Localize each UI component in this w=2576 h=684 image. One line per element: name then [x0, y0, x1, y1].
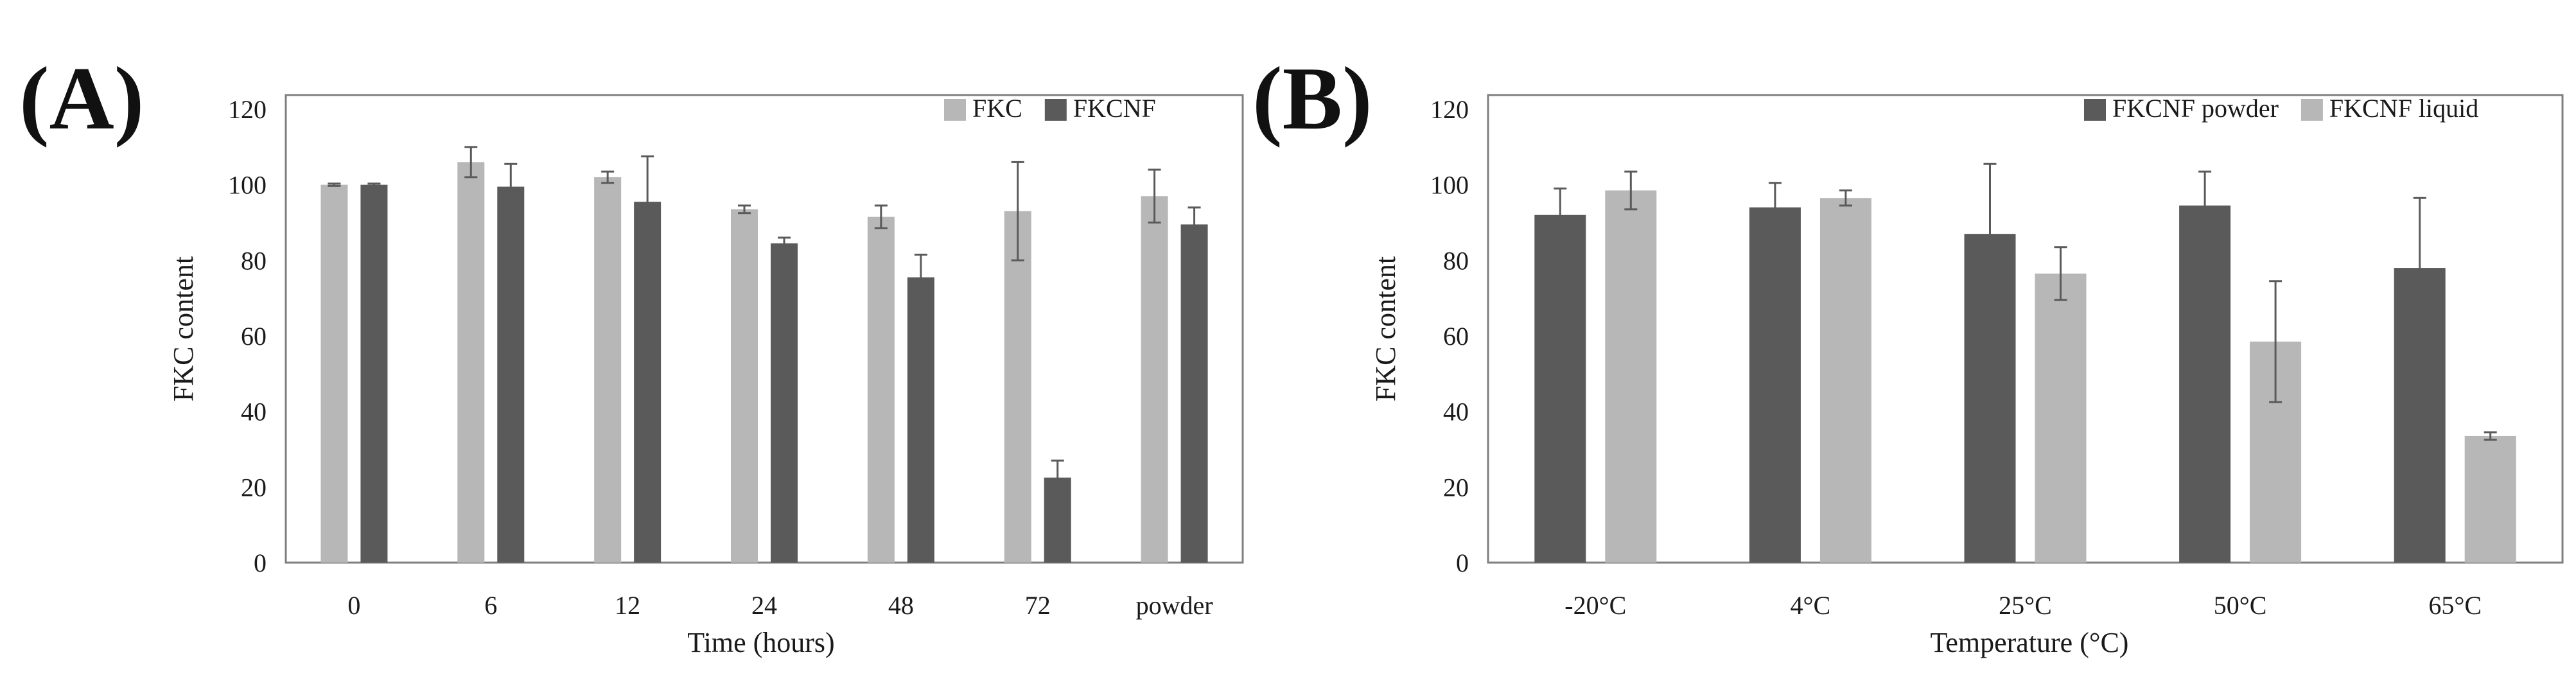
- panel-a-legend: FKC FKCNF: [944, 94, 1156, 123]
- bar-fkcnf: [634, 202, 662, 563]
- bar-fkcnf-liquid: [1605, 190, 1657, 563]
- y-tick-label: 60: [1443, 322, 1469, 351]
- panel-a-plot-frame: [285, 94, 1244, 564]
- panel-a-bars: [320, 146, 1208, 563]
- bar-fkcnf: [907, 277, 934, 563]
- panel-a-x-axis-label: Time (hours): [687, 627, 834, 658]
- bar-fkcnf-liquid: [2035, 273, 2087, 563]
- panel-a-y-axis-label: FKC content: [168, 256, 199, 401]
- y-tick-label: 100: [1430, 171, 1469, 200]
- bar-fkcnf-powder: [2179, 206, 2231, 563]
- bar-fkc: [457, 162, 485, 563]
- y-tick-label: 0: [1456, 548, 1469, 577]
- bar-fkcnf: [360, 184, 388, 563]
- legend-swatch: [944, 99, 966, 121]
- legend-swatch: [2084, 99, 2106, 121]
- x-tick-label: 25°C: [1999, 591, 2052, 620]
- legend-label: FKC: [972, 94, 1022, 123]
- legend-label: FKCNF: [1073, 94, 1156, 123]
- x-tick-label: 24: [751, 591, 777, 620]
- y-tick-label: 20: [1443, 473, 1469, 502]
- legend-label: FKCNF powder: [2112, 94, 2279, 123]
- bar-fkcnf-liquid: [1819, 198, 1871, 563]
- bar-fkc: [594, 177, 622, 563]
- bar-fkcnf: [1180, 224, 1208, 563]
- y-tick-label: 120: [228, 95, 267, 124]
- y-tick-label: 0: [254, 548, 267, 577]
- bar-fkc: [1004, 211, 1031, 563]
- x-tick-label: -20°C: [1564, 591, 1626, 620]
- y-tick-label: 100: [228, 171, 267, 200]
- y-tick-label: 120: [1430, 95, 1469, 124]
- x-tick-label: 12: [615, 591, 640, 620]
- x-tick-label: 50°C: [2214, 591, 2267, 620]
- bar-fkcnf-liquid: [2464, 435, 2516, 563]
- x-tick-label: 72: [1025, 591, 1051, 620]
- bar-fkc: [867, 216, 895, 563]
- panel-b-bars: [1534, 162, 2516, 563]
- panel-a-label: (A): [19, 49, 144, 148]
- panel-b-y-axis-label: FKC content: [1370, 256, 1401, 401]
- y-tick-label: 60: [241, 322, 267, 351]
- bar-fkcnf: [497, 186, 525, 563]
- y-tick-label: 80: [241, 246, 267, 275]
- legend-swatch: [2300, 99, 2323, 121]
- x-tick-label: 4°C: [1791, 591, 1831, 620]
- x-tick-label: 6: [484, 591, 497, 620]
- bar-fkcnf-powder: [1749, 207, 1801, 563]
- bar-fkc: [731, 209, 758, 563]
- panel-b-plot-frame: [1487, 94, 2564, 564]
- legend-label: FKCNF liquid: [2329, 94, 2478, 123]
- panel-b-axes: 0 20 40 60 80 100 120 -20°C 4°C 25°C 50°C 65°C: [1430, 95, 2563, 620]
- bar-fkc: [320, 184, 348, 563]
- y-tick-label: 40: [1443, 398, 1469, 426]
- bar-fkcnf-powder: [1534, 215, 1586, 563]
- y-tick-label: 80: [1443, 246, 1469, 275]
- bar-fkc: [1141, 196, 1168, 563]
- panel-b-legend: FKCNF powder FKCNF liquid: [2084, 94, 2478, 123]
- panel-b-label: (B): [1252, 49, 1372, 148]
- x-tick-label: 0: [347, 591, 360, 620]
- panel-b-x-axis-label: Temperature (°C): [1931, 627, 2129, 658]
- panel-a-axes: 0 20 40 60 80 100 120 0 6 12 24 48 72 powder: [228, 95, 1243, 620]
- bar-fkcnf: [771, 243, 798, 563]
- y-tick-label: 40: [241, 398, 267, 426]
- y-tick-label: 20: [241, 473, 267, 502]
- x-tick-label: 65°C: [2428, 591, 2482, 620]
- legend-swatch: [1044, 99, 1067, 121]
- x-tick-label: 48: [888, 591, 914, 620]
- x-tick-label: powder: [1136, 591, 1213, 620]
